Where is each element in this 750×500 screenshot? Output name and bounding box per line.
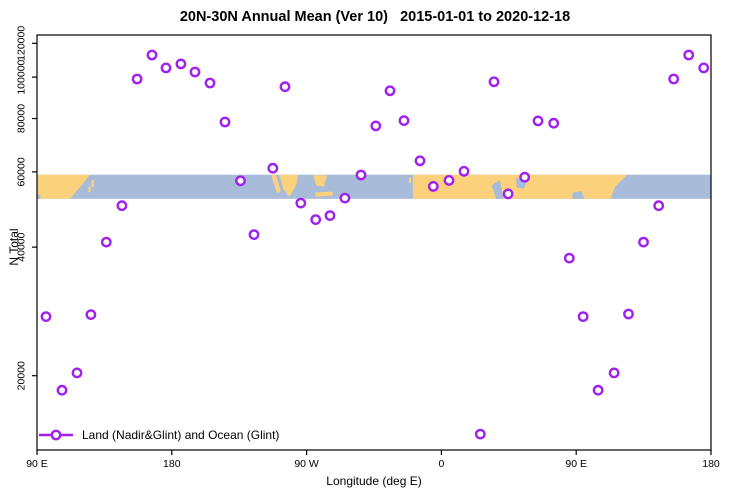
data-point bbox=[488, 76, 500, 88]
map-land-shape bbox=[88, 186, 91, 193]
map-land-shape bbox=[271, 174, 281, 194]
data-point bbox=[248, 229, 260, 241]
data-point bbox=[563, 252, 575, 264]
data-point bbox=[339, 192, 351, 204]
data-point bbox=[204, 77, 216, 89]
y-tick-label: 120000 bbox=[16, 26, 28, 61]
map-ocean-notch bbox=[572, 191, 585, 199]
y-tick-label: 20000 bbox=[16, 361, 28, 390]
data-point bbox=[40, 311, 52, 322]
data-point bbox=[608, 367, 620, 379]
data-point bbox=[116, 200, 128, 212]
data-point bbox=[295, 197, 307, 209]
map-land-shape bbox=[313, 175, 328, 187]
data-point bbox=[548, 117, 560, 129]
legend-marker-icon bbox=[39, 429, 73, 441]
data-point bbox=[532, 115, 544, 127]
data-point bbox=[146, 49, 158, 61]
data-point bbox=[668, 73, 680, 85]
data-point bbox=[355, 169, 367, 181]
data-point bbox=[577, 311, 589, 322]
data-point bbox=[502, 188, 514, 200]
data-point bbox=[131, 73, 143, 85]
x-tick-label: 90 E bbox=[565, 458, 587, 470]
data-point bbox=[85, 309, 97, 320]
data-point bbox=[189, 66, 201, 78]
data-point bbox=[219, 116, 231, 128]
x-tick-label: 180 bbox=[702, 458, 720, 470]
map-land-shape bbox=[279, 174, 299, 197]
data-point bbox=[414, 155, 426, 167]
data-point bbox=[235, 175, 246, 187]
data-point bbox=[71, 367, 83, 379]
data-point bbox=[56, 384, 68, 396]
y-tick-label: 40000 bbox=[16, 232, 28, 261]
chart-title: 20N-30N Annual Mean (Ver 10) 2015-01-01 … bbox=[179, 9, 571, 25]
x-tick-label: 90 W bbox=[294, 458, 319, 470]
x-tick-label: 0 bbox=[438, 458, 444, 470]
data-point bbox=[623, 308, 634, 320]
data-point bbox=[100, 236, 112, 248]
legend-circle-icon bbox=[50, 429, 62, 441]
legend-label: Land (Nadir&Glint) and Ocean (Glint) bbox=[82, 428, 280, 442]
data-point bbox=[310, 214, 322, 226]
data-point bbox=[370, 120, 382, 132]
map-ocean-notch bbox=[491, 180, 504, 199]
y-tick-label: 100000 bbox=[16, 59, 28, 94]
data-point bbox=[160, 62, 172, 74]
data-point bbox=[653, 200, 665, 212]
data-point bbox=[519, 171, 531, 183]
data-point bbox=[175, 58, 187, 70]
data-point bbox=[474, 428, 486, 440]
data-point bbox=[279, 81, 291, 93]
data-point bbox=[592, 384, 604, 396]
data-point bbox=[683, 49, 695, 61]
data-point bbox=[427, 180, 439, 192]
plot-box bbox=[36, 34, 712, 451]
map-land-shape bbox=[408, 177, 412, 184]
y-tick-label: 60000 bbox=[16, 157, 28, 186]
data-point bbox=[267, 162, 279, 174]
map-land-shape bbox=[315, 191, 334, 197]
data-point bbox=[638, 236, 649, 248]
x-axis-label: Longitude (deg E) bbox=[326, 474, 422, 488]
data-point bbox=[458, 165, 470, 177]
data-point bbox=[443, 174, 455, 186]
map-land-shape bbox=[37, 174, 90, 199]
data-point bbox=[324, 210, 336, 222]
x-tick-label: 180 bbox=[163, 458, 181, 470]
x-tick-label: 90 E bbox=[26, 458, 48, 470]
map-land-shape bbox=[91, 180, 94, 187]
data-point bbox=[698, 62, 710, 74]
data-point bbox=[384, 85, 396, 97]
map-ocean-notch bbox=[37, 194, 41, 199]
y-tick-label: 80000 bbox=[16, 104, 28, 133]
data-point bbox=[398, 115, 410, 127]
legend: Land (Nadir&Glint) and Ocean (Glint) bbox=[38, 428, 279, 442]
